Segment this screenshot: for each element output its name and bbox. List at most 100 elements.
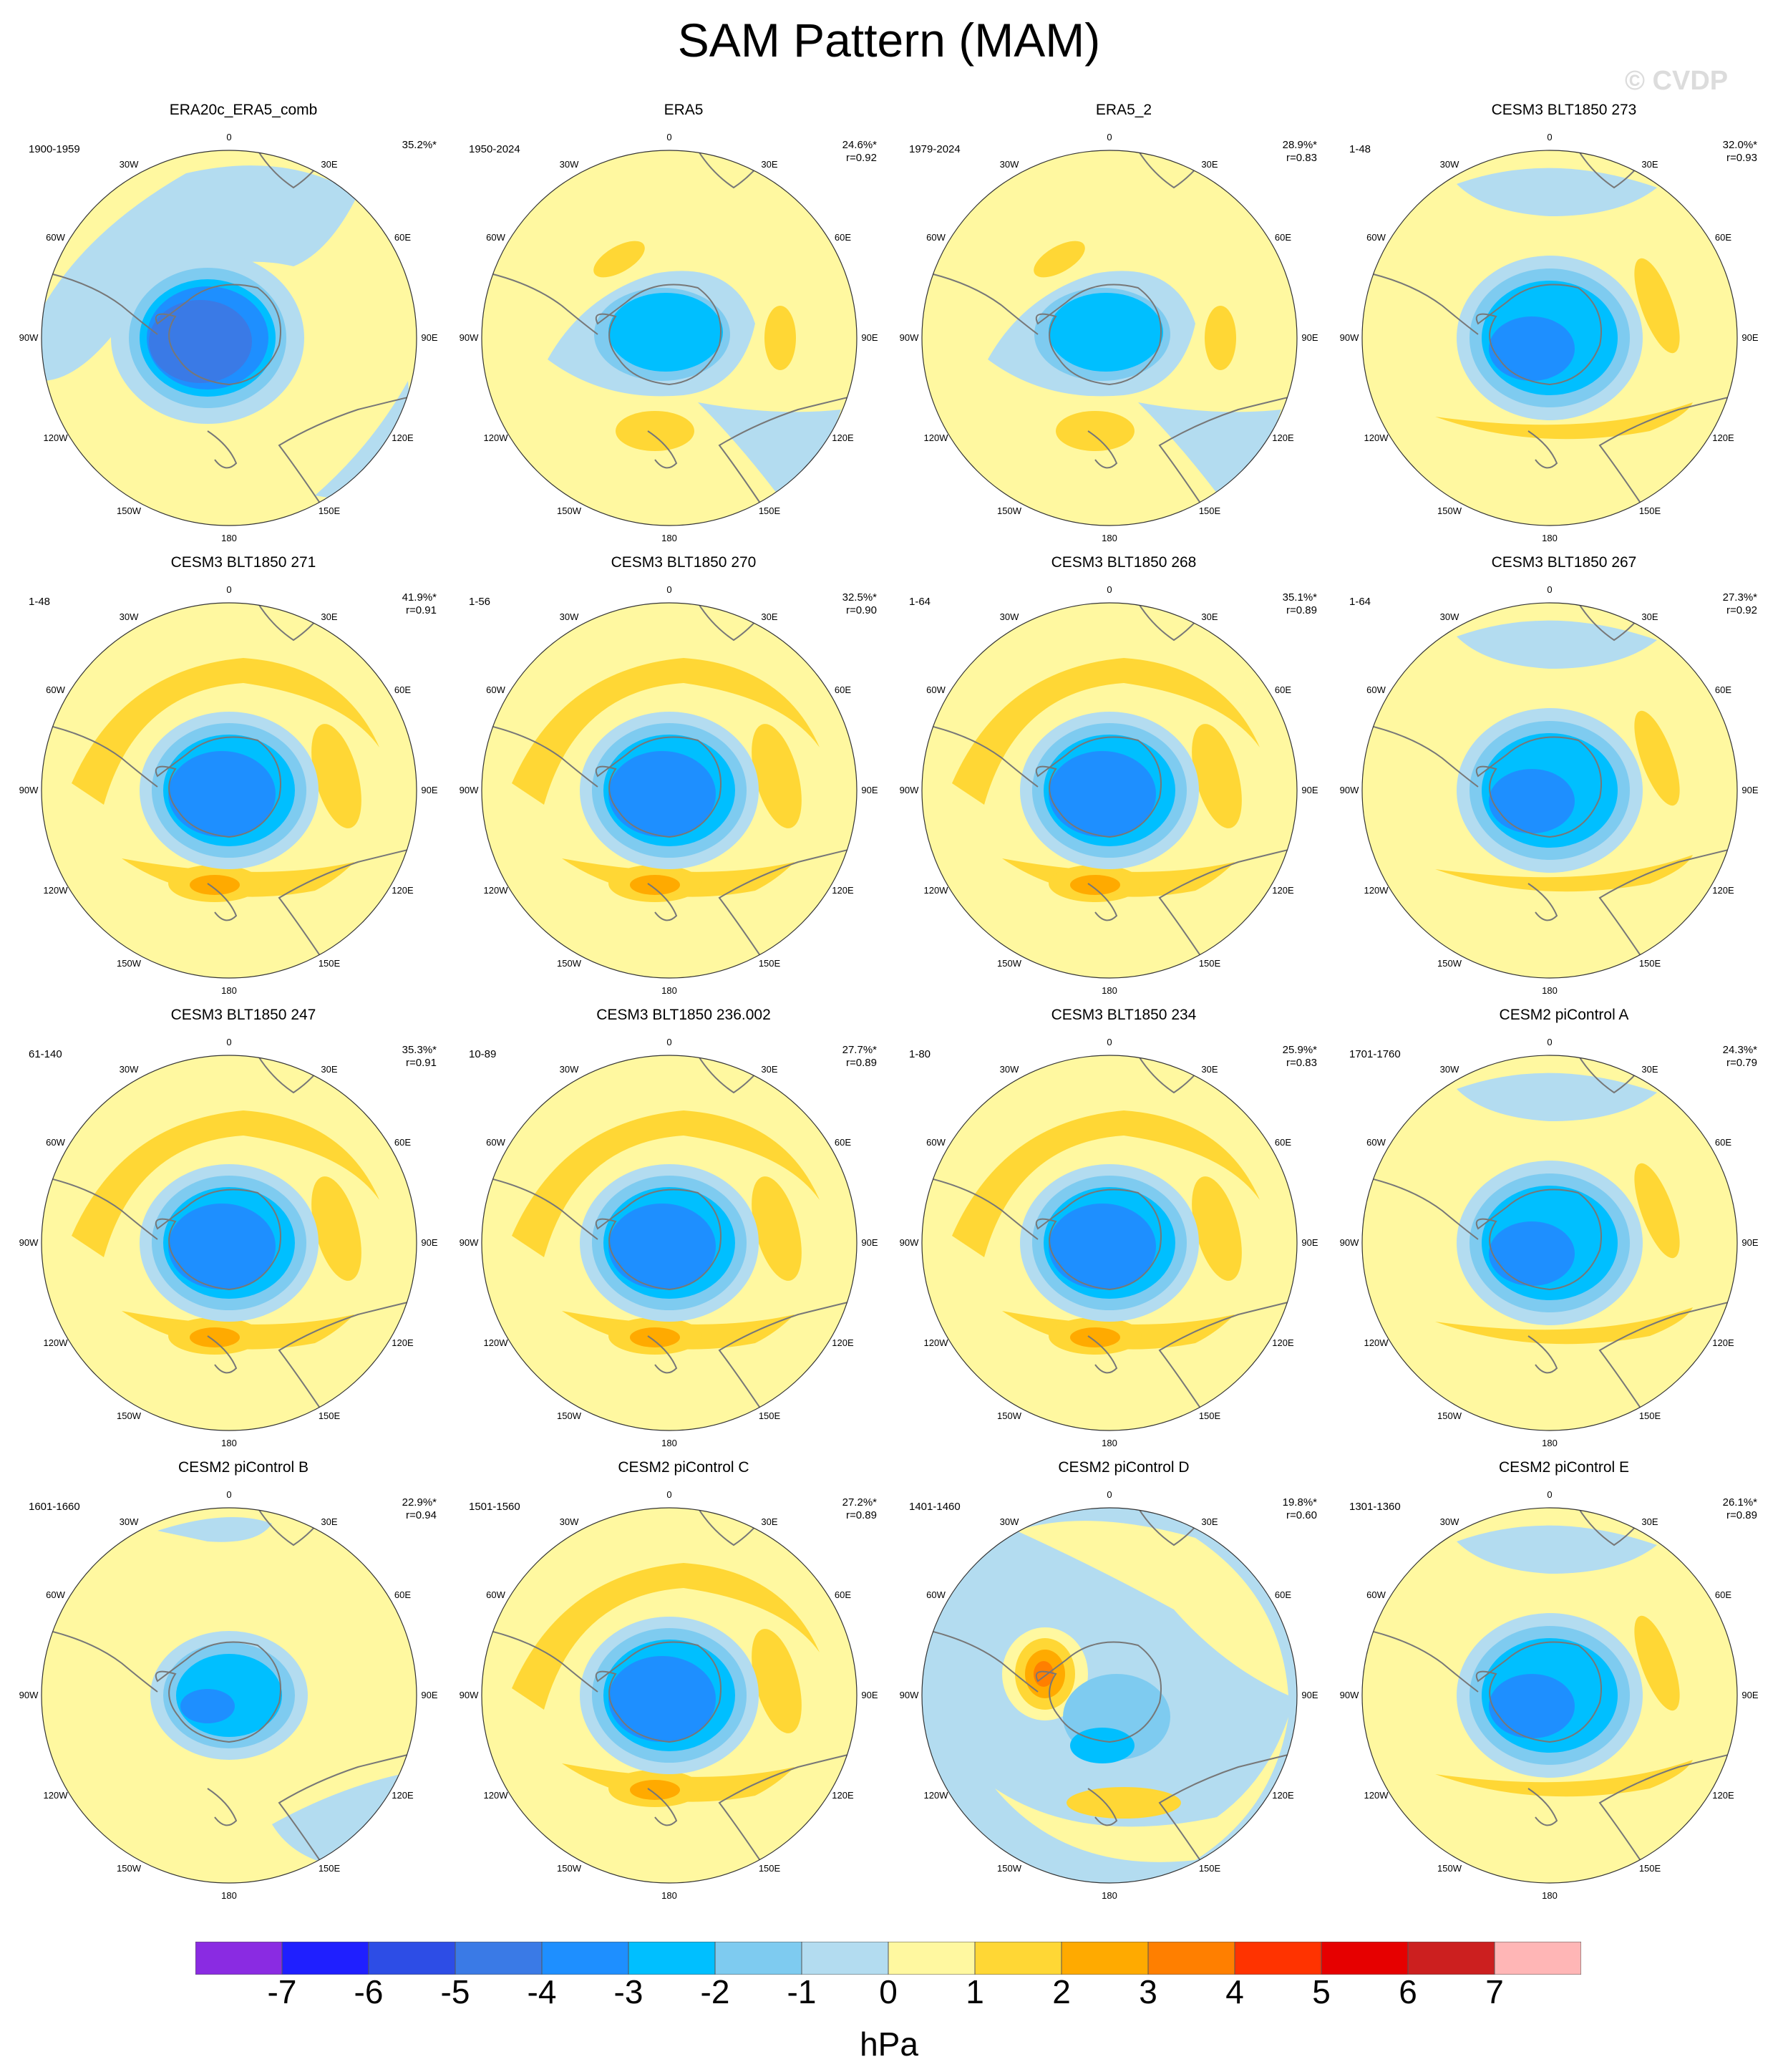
longitude-label: 180 [1542, 1890, 1558, 1901]
map-border [41, 1507, 417, 1884]
longitude-label: 90E [1301, 332, 1318, 343]
contour-region [1067, 1787, 1181, 1819]
antarctica-coastline [1475, 1189, 1602, 1291]
colorbar-tick-label: 2 [1052, 1973, 1071, 2010]
contour-region [630, 1780, 680, 1800]
contour-region [608, 1656, 716, 1742]
antarctica-coastline [1035, 1189, 1162, 1291]
longitude-label: 30W [999, 1516, 1019, 1527]
panel-variance: 35.1%* [1282, 591, 1317, 604]
antarctica-coastline [1035, 1641, 1162, 1743]
australia-coastline [1598, 847, 1737, 970]
panel-stats: 19.8%* r=0.60 [1224, 1496, 1317, 1522]
longitude-label: 150E [758, 1410, 781, 1422]
new-zealand-coastline [1527, 1335, 1558, 1374]
panel-title: ERA20c_ERA5_comb [169, 102, 318, 118]
panel-title: CESM3 BLT1850 270 [611, 554, 757, 571]
polar-map [481, 1507, 858, 1884]
map-border [921, 602, 1298, 979]
contour-region [593, 241, 645, 278]
longitude-label: 120E [1272, 432, 1294, 443]
colorbar-tick-label: 5 [1312, 1973, 1331, 2010]
longitude-label: 120E [1272, 1790, 1294, 1801]
south-america-coastline [1370, 273, 1479, 335]
australia-coastline [718, 847, 857, 970]
longitude-label: 0 [666, 584, 672, 595]
longitude-label: 0 [666, 1037, 672, 1047]
polar-map [921, 1507, 1298, 1884]
longitude-label: 30W [999, 1063, 1019, 1075]
south-america-coastline [930, 725, 1039, 788]
watermark: © CVDP [1625, 66, 1729, 96]
longitude-label: 90W [1339, 332, 1359, 343]
contour-region [1489, 769, 1575, 833]
longitude-label: 90E [861, 1690, 878, 1700]
map-panel: CESM3 BLT1850 247 61-140 35.3%* r=0.91 0 30E 6… [19, 1007, 458, 1448]
polar-map [1361, 1507, 1738, 1884]
map-panel: ERA20c_ERA5_comb 1900-1959 35.2%* 0 30E 60E 90… [19, 102, 458, 543]
longitude-label: 30E [321, 611, 338, 622]
colorbar-units: hPa [860, 2025, 918, 2063]
longitude-label: 150E [1198, 1410, 1221, 1422]
longitude-label: 60W [46, 684, 65, 695]
longitude-label: 120W [923, 1337, 948, 1348]
contour-region [190, 875, 240, 895]
map-panel: CESM2 piControl C 1501-1560 27.2%* r=0.89 0 3… [460, 1459, 898, 1901]
map-panel: ERA5 1950-2024 24.6%* r=0.92 0 30E 60E 90E 120E 1… [460, 102, 898, 543]
longitude-label: 60W [926, 1137, 946, 1148]
longitude-label: 120E [392, 1790, 414, 1801]
polar-map [1361, 1055, 1738, 1431]
panel-variance: 24.3%* [1722, 1044, 1757, 1056]
longitude-label: 120W [1364, 432, 1389, 443]
panel-variance: 35.3%* [402, 1044, 437, 1056]
colorbar-swatch [1494, 1942, 1581, 1975]
longitude-label: 90E [1741, 1237, 1759, 1248]
panel-variance: 25.9%* [1282, 1044, 1317, 1056]
antarctica-coastline [1475, 284, 1602, 386]
map-border [481, 150, 858, 526]
panel-years: 1501-1560 [469, 1501, 520, 1513]
panel-years: 10-89 [469, 1048, 497, 1060]
longitude-label: 150W [997, 505, 1021, 517]
longitude-label: 90W [459, 1237, 479, 1248]
longitude-label: 30E [1641, 1516, 1658, 1527]
longitude-label: 60E [1274, 1589, 1292, 1600]
longitude-label: 60E [1274, 1137, 1292, 1148]
longitude-label: 30E [1641, 158, 1658, 170]
contour-region [1205, 306, 1236, 370]
contour-region [168, 751, 276, 837]
contour-region [157, 1517, 272, 1542]
panel-correlation: r=0.90 [846, 604, 877, 616]
longitude-label: 90W [899, 332, 919, 343]
longitude-label: 120E [1712, 432, 1734, 443]
longitude-label: 0 [1107, 1037, 1112, 1047]
map-border [41, 1055, 417, 1431]
panel-title: CESM3 BLT1850 273 [1491, 102, 1637, 118]
panel-stats: 25.9%* r=0.83 [1224, 1044, 1317, 1070]
panel-variance: 35.2%* [402, 139, 437, 151]
panel-correlation: r=0.93 [1726, 152, 1757, 164]
longitude-label: 90W [899, 1237, 919, 1248]
panel-years: 1-56 [469, 596, 491, 608]
longitude-label: 150W [1437, 1410, 1462, 1422]
contour-region [72, 1110, 379, 1257]
longitude-label: 180 [1102, 1438, 1117, 1448]
longitude-label: 120E [392, 885, 414, 896]
south-america-coastline [930, 273, 1039, 335]
colorbar-tick-label: 6 [1399, 1973, 1417, 2010]
contour-region [1192, 724, 1242, 828]
longitude-label: 0 [1547, 132, 1553, 142]
panel-correlation: r=0.89 [1286, 604, 1317, 616]
contour-region [1192, 1176, 1242, 1281]
contour-region [512, 658, 820, 805]
longitude-label: 90W [19, 1690, 39, 1700]
colorbar-swatch [455, 1942, 543, 1975]
panel-correlation: r=0.89 [846, 1057, 877, 1069]
contour-region [1070, 1728, 1135, 1763]
polar-map [1361, 150, 1738, 526]
contour-region [1489, 316, 1575, 381]
contour-region [512, 1563, 820, 1710]
south-america-coastline [930, 1630, 1039, 1693]
longitude-label: 150E [1198, 1863, 1221, 1874]
panel-variance: 32.0%* [1722, 139, 1757, 151]
